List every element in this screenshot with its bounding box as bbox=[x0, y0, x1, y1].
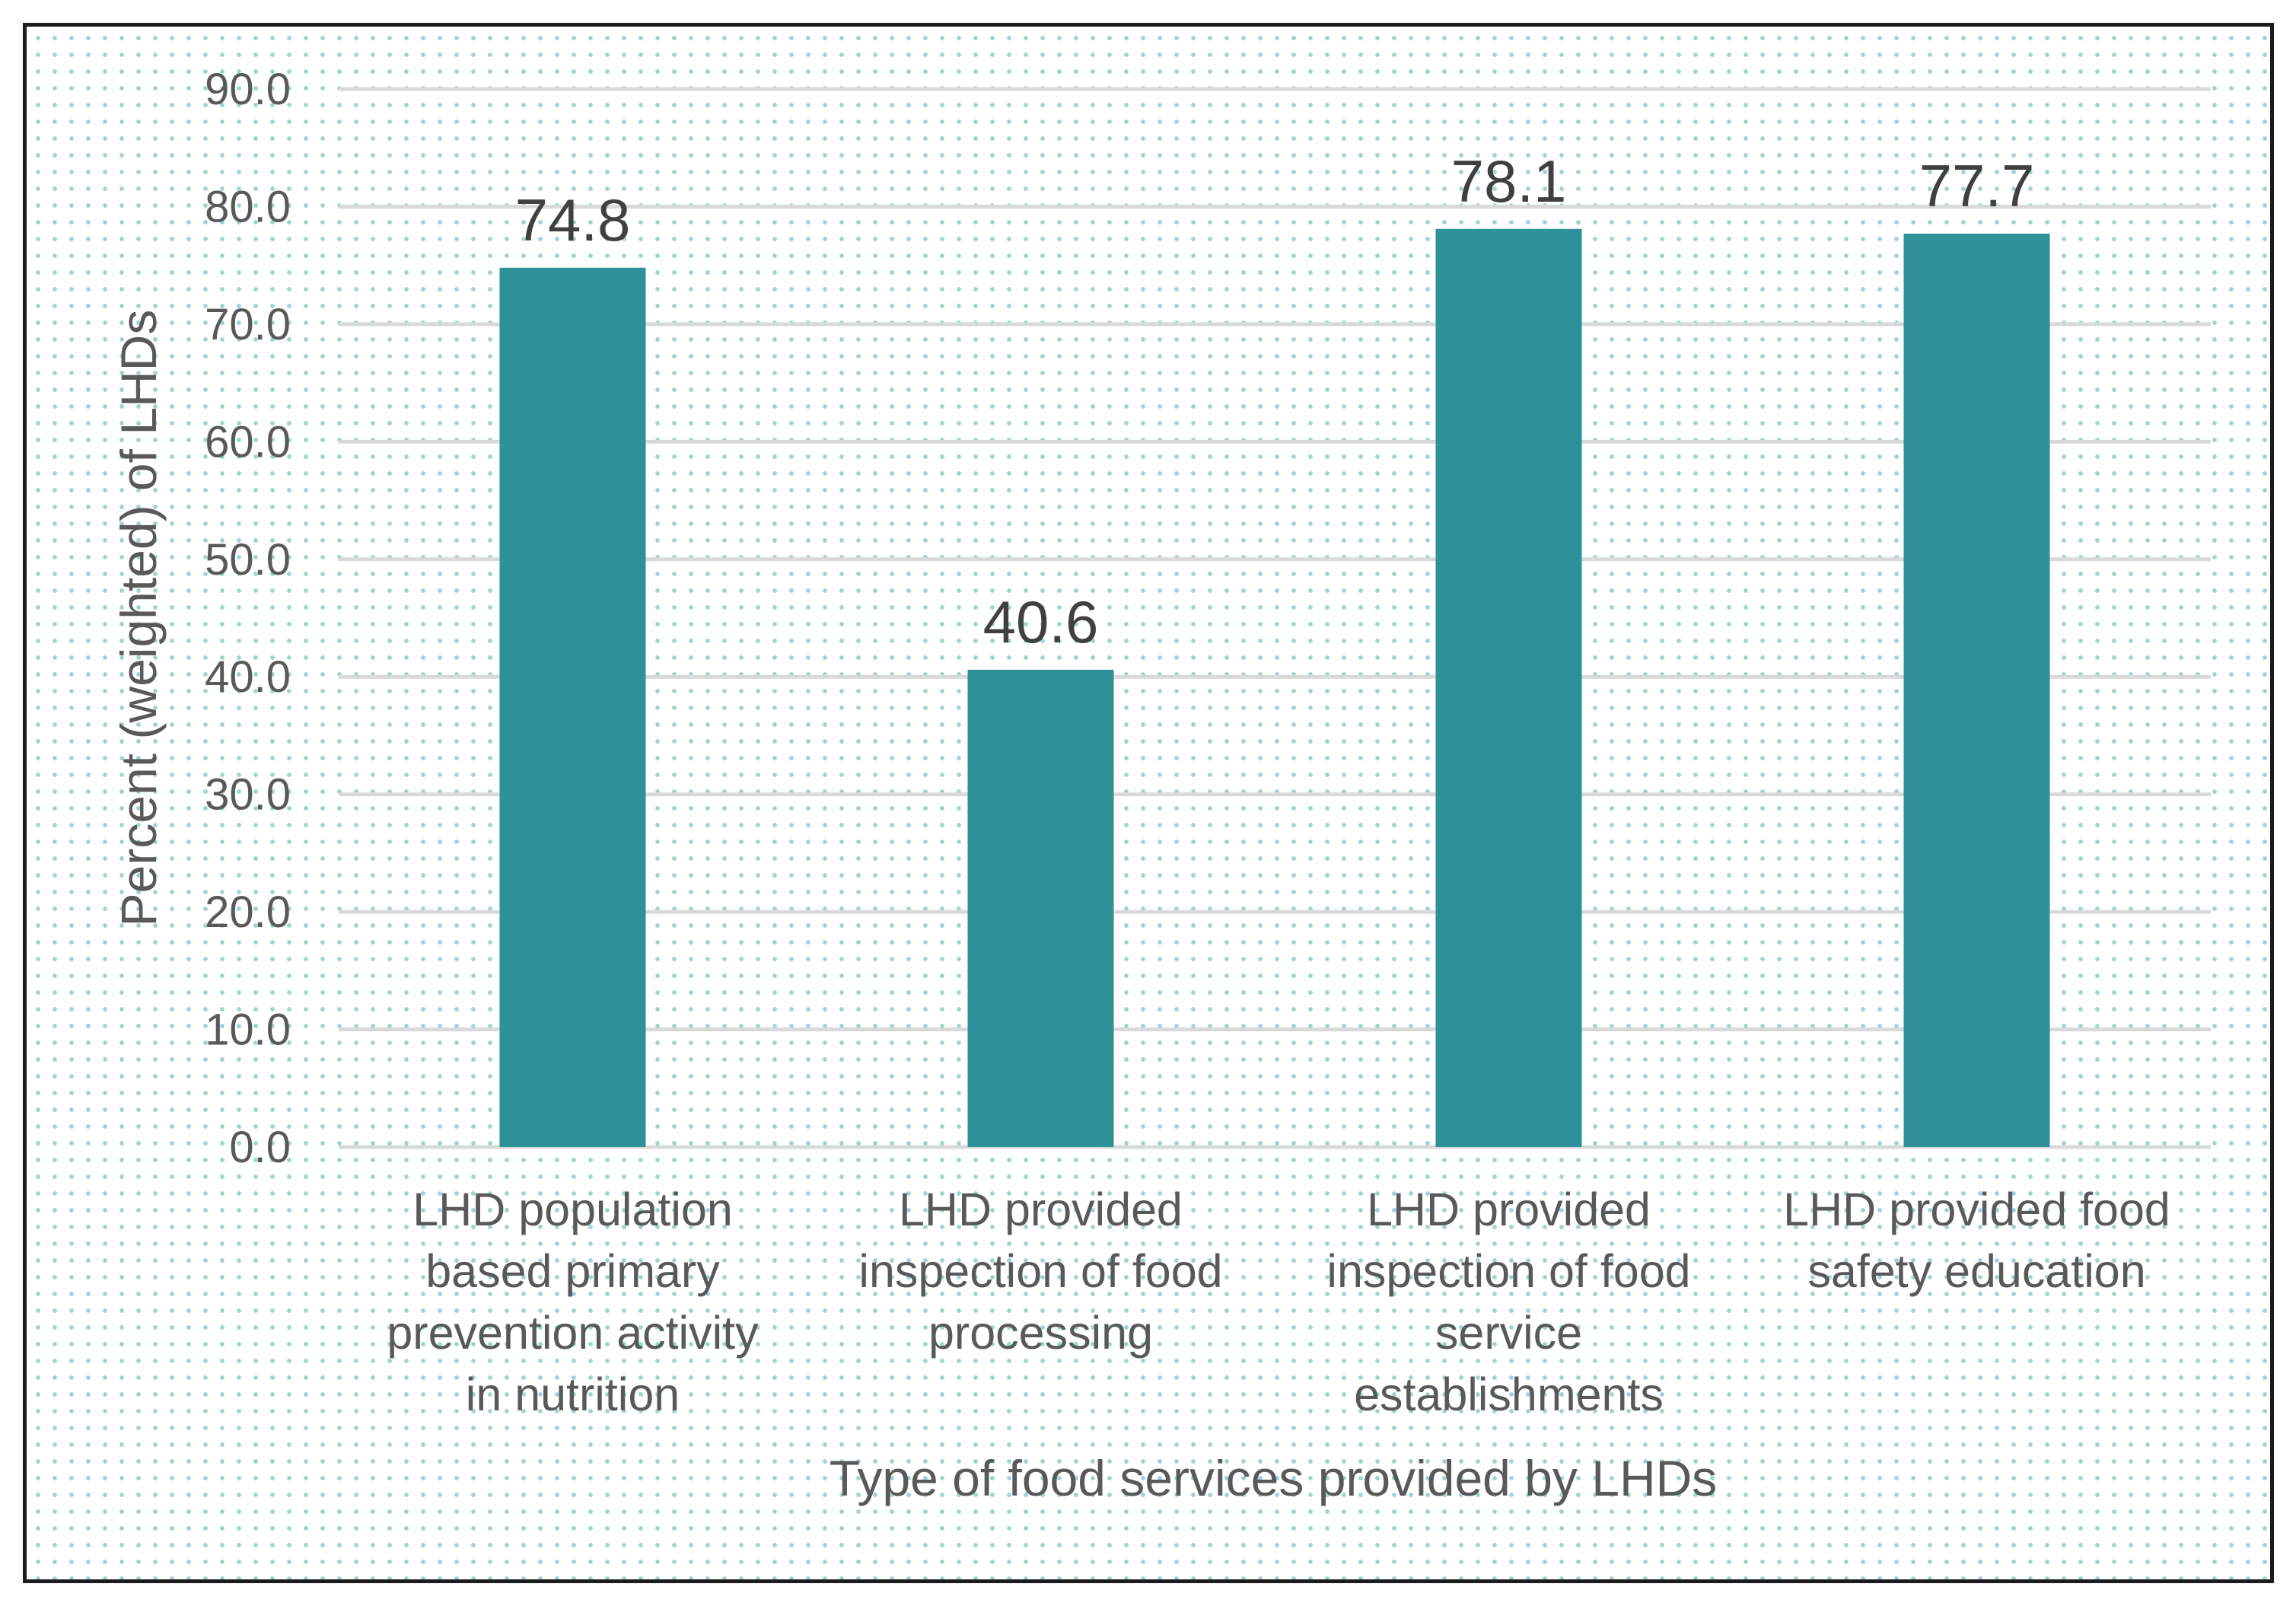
y-tick-label: 60.0 bbox=[205, 417, 291, 467]
data-labels: 74.8 40.6 78.1 77.7 bbox=[515, 148, 2035, 655]
x-axis-categories: LHD population based primary prevention ac… bbox=[387, 1184, 2170, 1420]
x-category-label-4: LHD provided food safety education bbox=[1783, 1184, 2170, 1297]
x-axis-title: Type of food services provided by LHDs bbox=[830, 1450, 1718, 1506]
y-tick-label: 70.0 bbox=[205, 300, 291, 349]
data-label-1: 74.8 bbox=[515, 186, 631, 253]
y-tick-label: 10.0 bbox=[205, 1005, 291, 1055]
bar-3 bbox=[1435, 228, 1582, 1148]
y-tick-label: 90.0 bbox=[205, 65, 291, 114]
x-category-label-2: LHD provided inspection of food processing bbox=[858, 1184, 1222, 1359]
data-label-4: 77.7 bbox=[1919, 152, 2035, 219]
chart-frame bbox=[23, 23, 2274, 1583]
bar-2 bbox=[967, 669, 1114, 1147]
x-category-label-3: LHD provided inspection of food service est… bbox=[1326, 1184, 1690, 1420]
y-tick-label: 0.0 bbox=[229, 1123, 291, 1172]
bar-1 bbox=[499, 267, 646, 1147]
y-tick-label: 50.0 bbox=[205, 535, 291, 585]
y-axis-title: Percent (weighted) of LHDs bbox=[110, 310, 167, 927]
y-tick-label: 40.0 bbox=[205, 652, 291, 702]
data-label-3: 78.1 bbox=[1451, 148, 1567, 215]
bar-4 bbox=[1903, 233, 2050, 1147]
data-label-2: 40.6 bbox=[983, 588, 1099, 655]
x-category-label-1: LHD population based primary prevention ac… bbox=[387, 1184, 759, 1420]
y-tick-label: 20.0 bbox=[205, 887, 291, 937]
y-axis-ticks: 0.0 10.0 20.0 30.0 40.0 50.0 60.0 70.0 80.0 90.0 bbox=[205, 65, 291, 1172]
gridlines bbox=[339, 87, 2211, 1149]
y-tick-label: 80.0 bbox=[205, 182, 291, 231]
bars bbox=[499, 228, 2050, 1148]
y-tick-label: 30.0 bbox=[205, 770, 291, 820]
